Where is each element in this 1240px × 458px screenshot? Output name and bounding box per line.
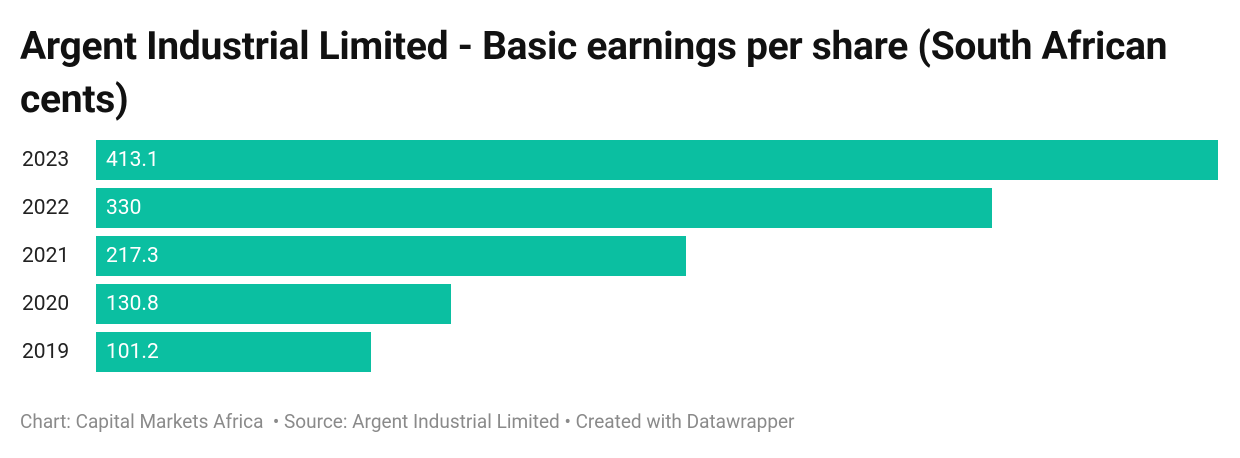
y-tick-label: 2022 (22, 196, 70, 220)
data-label: 330 (106, 196, 142, 220)
plot-area: 2023 413.1 2022 330 2021 217.3 2020 130.8 2019 10… (0, 140, 1240, 380)
bar (96, 284, 452, 324)
bar (96, 140, 1218, 180)
y-tick-label: 2020 (22, 292, 70, 316)
y-tick-label: 2019 (22, 340, 70, 364)
data-label: 413.1 (106, 148, 159, 172)
data-label: 217.3 (106, 244, 159, 268)
footer: Chart: Capital Markets Africa • Source: … (20, 410, 795, 433)
bar (96, 332, 371, 372)
data-label: 130.8 (106, 292, 159, 316)
y-tick-label: 2021 (22, 244, 70, 268)
chart-title: Argent Industrial Limited - Basic earnin… (20, 23, 1168, 122)
data-label: 101.2 (106, 340, 159, 364)
y-tick-label: 2023 (22, 148, 70, 172)
bar (96, 236, 687, 276)
bar (96, 188, 993, 228)
